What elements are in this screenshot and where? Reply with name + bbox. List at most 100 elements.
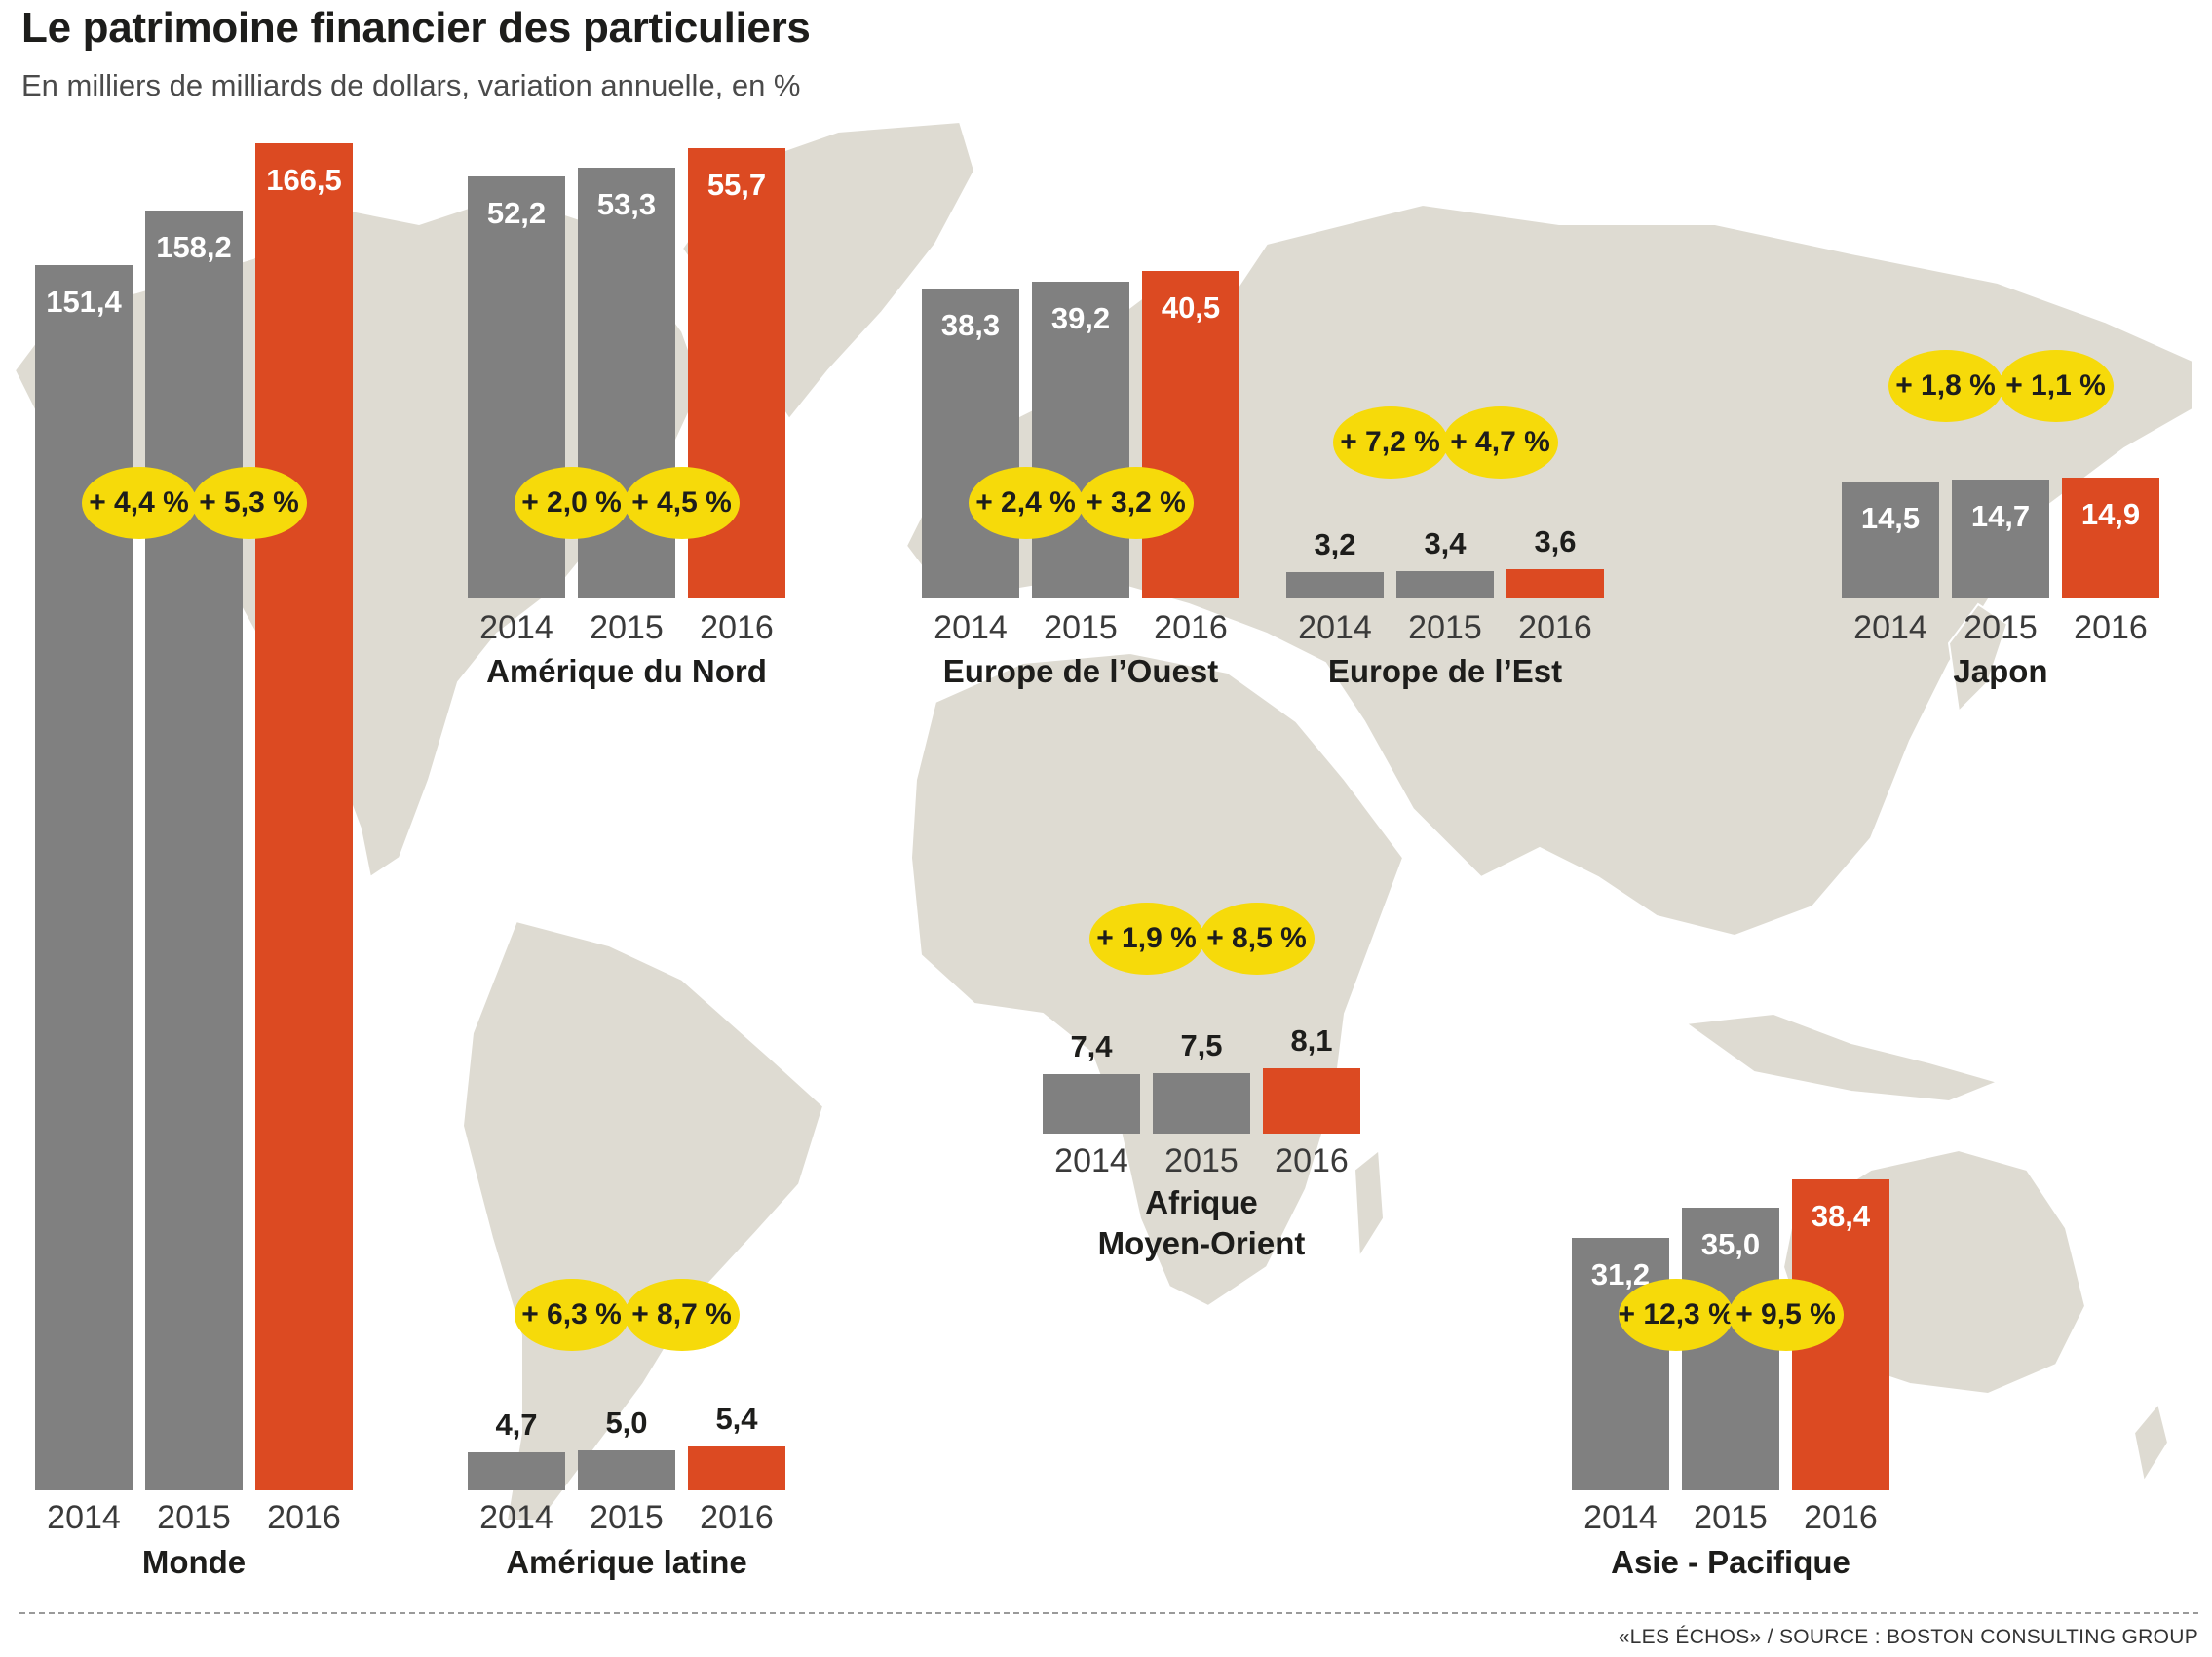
year-label-japon-2014: 2014 (1853, 609, 1927, 646)
value-label-amnord-2015: 53,3 (596, 186, 657, 221)
value-label-eurouest-2014: 38,3 (940, 308, 1001, 343)
year-label-amlatine-2014: 2014 (479, 1499, 553, 1536)
bar-afrique-2014 (1043, 1073, 1140, 1134)
region-name-eurouest: Europe de l’Ouest (942, 653, 1219, 689)
map-south-america (461, 919, 825, 1522)
year-label-monde-2015: 2015 (157, 1499, 231, 1536)
value-label-asie-2015: 35,0 (1700, 1226, 1761, 1261)
year-label-afrique-2016: 2016 (1275, 1142, 1349, 1179)
bar-monde-2014 (35, 265, 133, 1490)
bar-eurest-2016 (1506, 569, 1604, 598)
value-label-monde-2014: 151,4 (46, 285, 122, 320)
year-label-afrique-2015: 2015 (1164, 1142, 1239, 1179)
year-label-amlatine-2016: 2016 (700, 1499, 774, 1536)
growth-bubble-afrique-2: + 8,5 % (1199, 903, 1315, 975)
value-label-asie-2016: 38,4 (1811, 1199, 1871, 1234)
growth-bubble-eurouest-2: + 3,2 % (1078, 467, 1194, 539)
growth-bubble-afrique-1: + 1,9 % (1088, 903, 1204, 975)
region-name-japon: Japon (1953, 653, 2048, 689)
value-label-eurest-2015: 3,4 (1424, 525, 1467, 560)
value-label-japon-2014: 14,5 (1860, 500, 1921, 535)
growth-bubble-monde-2: + 5,3 % (191, 467, 307, 539)
year-label-eurest-2014: 2014 (1298, 609, 1372, 646)
page-title: Le patrimoine financier des particuliers (21, 4, 811, 52)
bar-amlatine-2014 (468, 1451, 565, 1490)
value-label-eurouest-2015: 39,2 (1050, 300, 1111, 335)
bar-asie-2014 (1572, 1238, 1669, 1490)
map-japan (1947, 602, 2009, 714)
bar-japon-2015 (1952, 479, 2049, 598)
growth-bubble-monde-1: + 4,4 % (81, 467, 197, 539)
year-label-eurouest-2016: 2016 (1154, 609, 1228, 646)
bar-afrique-2015 (1153, 1072, 1250, 1134)
year-label-asie-2015: 2015 (1694, 1499, 1768, 1536)
growth-bubble-asie-1: + 12,3 % (1618, 1279, 1735, 1351)
year-label-japon-2015: 2015 (1964, 609, 2038, 646)
year-label-asie-2014: 2014 (1583, 1499, 1658, 1536)
value-label-amlatine-2015: 5,0 (605, 1405, 648, 1440)
region-name-asie: Asie - Pacifique (1611, 1544, 1850, 1580)
value-label-eurest-2014: 3,2 (1314, 527, 1356, 562)
value-label-afrique-2014: 7,4 (1070, 1028, 1113, 1063)
growth-bubble-eurouest-1: + 2,4 % (968, 467, 1084, 539)
region-name-monde: Monde (141, 1544, 247, 1580)
source-credit: «LES ÉCHOS» / SOURCE : BOSTON CONSULTING… (1618, 1626, 2198, 1648)
bar-monde-2015 (145, 210, 243, 1490)
bar-eurouest-2014 (922, 289, 1019, 598)
bar-japon-2016 (2062, 478, 2159, 598)
year-label-eurest-2015: 2015 (1408, 609, 1482, 646)
value-label-afrique-2015: 7,5 (1180, 1027, 1223, 1062)
bar-amlatine-2016 (688, 1446, 785, 1490)
bar-eurest-2014 (1286, 572, 1384, 598)
growth-bubble-amlatine-2: + 8,7 % (624, 1279, 740, 1351)
year-label-eurouest-2015: 2015 (1044, 609, 1118, 646)
growth-bubble-amnord-2: + 4,5 % (624, 467, 740, 539)
map-africa (909, 651, 1405, 1308)
year-label-amlatine-2015: 2015 (590, 1499, 664, 1536)
growth-bubble-japon-2: + 1,1 % (1998, 350, 2114, 422)
growth-bubble-eurest-1: + 7,2 % (1332, 406, 1448, 479)
bar-amlatine-2015 (578, 1449, 675, 1490)
value-label-monde-2016: 166,5 (266, 163, 342, 198)
map-indonesia (1683, 1012, 2002, 1103)
growth-bubble-amnord-1: + 2,0 % (514, 467, 629, 539)
map-new-zealand (2132, 1401, 2170, 1484)
bar-monde-2016 (255, 143, 353, 1490)
region-name-amnord: Amérique du Nord (486, 653, 767, 689)
bar-eurouest-2016 (1142, 270, 1239, 598)
growth-bubble-amlatine-1: + 6,3 % (514, 1279, 629, 1351)
year-label-eurouest-2014: 2014 (934, 609, 1008, 646)
year-label-amnord-2015: 2015 (590, 609, 664, 646)
year-label-monde-2016: 2016 (267, 1499, 341, 1536)
value-label-afrique-2016: 8,1 (1290, 1022, 1333, 1058)
year-label-eurest-2016: 2016 (1518, 609, 1592, 646)
year-label-japon-2016: 2016 (2074, 609, 2148, 646)
year-label-amnord-2014: 2014 (479, 609, 553, 646)
map-madagascar (1353, 1148, 1386, 1261)
value-label-japon-2015: 14,7 (1970, 498, 2031, 533)
year-label-asie-2016: 2016 (1804, 1499, 1878, 1536)
value-label-eurest-2016: 3,6 (1534, 524, 1577, 559)
growth-bubble-asie-2: + 9,5 % (1728, 1279, 1844, 1351)
growth-bubble-japon-1: + 1,8 % (1888, 350, 2003, 422)
year-label-amnord-2016: 2016 (700, 609, 774, 646)
year-label-monde-2014: 2014 (47, 1499, 121, 1536)
bar-afrique-2016 (1263, 1067, 1360, 1134)
growth-bubble-eurest-2: + 4,7 % (1442, 406, 1558, 479)
bar-japon-2014 (1842, 481, 1939, 598)
value-label-amlatine-2016: 5,4 (715, 1402, 758, 1437)
value-label-monde-2015: 158,2 (156, 229, 232, 264)
page-subtitle: En milliers de milliards de dollars, var… (21, 68, 801, 102)
value-label-amnord-2014: 52,2 (486, 195, 547, 230)
region-name-afrique: Afrique Moyen-Orient (1097, 1184, 1306, 1261)
region-name-amlatine: Amérique latine (506, 1544, 747, 1580)
year-label-afrique-2014: 2014 (1054, 1142, 1128, 1179)
footer-divider (19, 1612, 2198, 1614)
value-label-amlatine-2014: 4,7 (495, 1407, 538, 1442)
value-label-amnord-2016: 55,7 (706, 167, 767, 202)
bar-asie-2015 (1682, 1207, 1779, 1490)
value-label-eurouest-2016: 40,5 (1161, 289, 1221, 325)
bar-eurest-2015 (1396, 570, 1494, 598)
value-label-asie-2014: 31,2 (1590, 1257, 1651, 1292)
value-label-japon-2016: 14,9 (2080, 497, 2141, 532)
